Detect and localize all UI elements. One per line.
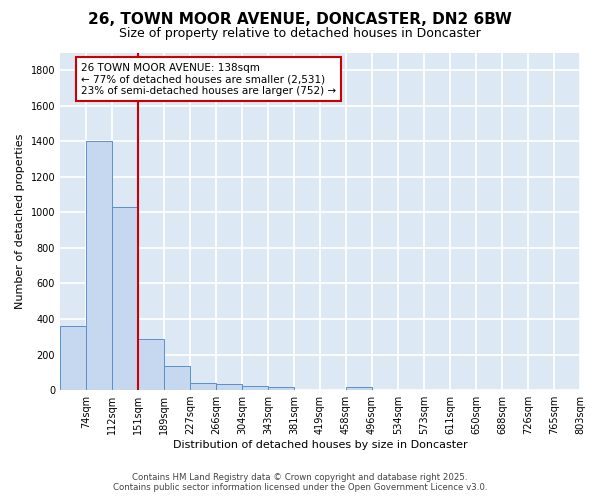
Bar bbox=[242, 386, 268, 390]
Text: Size of property relative to detached houses in Doncaster: Size of property relative to detached ho… bbox=[119, 28, 481, 40]
Bar bbox=[86, 142, 112, 390]
Bar bbox=[60, 326, 86, 390]
Text: 26 TOWN MOOR AVENUE: 138sqm
← 77% of detached houses are smaller (2,531)
23% of : 26 TOWN MOOR AVENUE: 138sqm ← 77% of det… bbox=[81, 62, 336, 96]
Bar bbox=[190, 383, 216, 390]
Text: 26, TOWN MOOR AVENUE, DONCASTER, DN2 6BW: 26, TOWN MOOR AVENUE, DONCASTER, DN2 6BW bbox=[88, 12, 512, 28]
Y-axis label: Number of detached properties: Number of detached properties bbox=[15, 134, 25, 309]
X-axis label: Distribution of detached houses by size in Doncaster: Distribution of detached houses by size … bbox=[173, 440, 467, 450]
Bar bbox=[138, 338, 164, 390]
Bar bbox=[268, 388, 294, 390]
Bar bbox=[346, 388, 372, 390]
Text: Contains HM Land Registry data © Crown copyright and database right 2025.
Contai: Contains HM Land Registry data © Crown c… bbox=[113, 473, 487, 492]
Bar bbox=[164, 366, 190, 390]
Bar bbox=[112, 207, 138, 390]
Bar bbox=[216, 384, 242, 390]
